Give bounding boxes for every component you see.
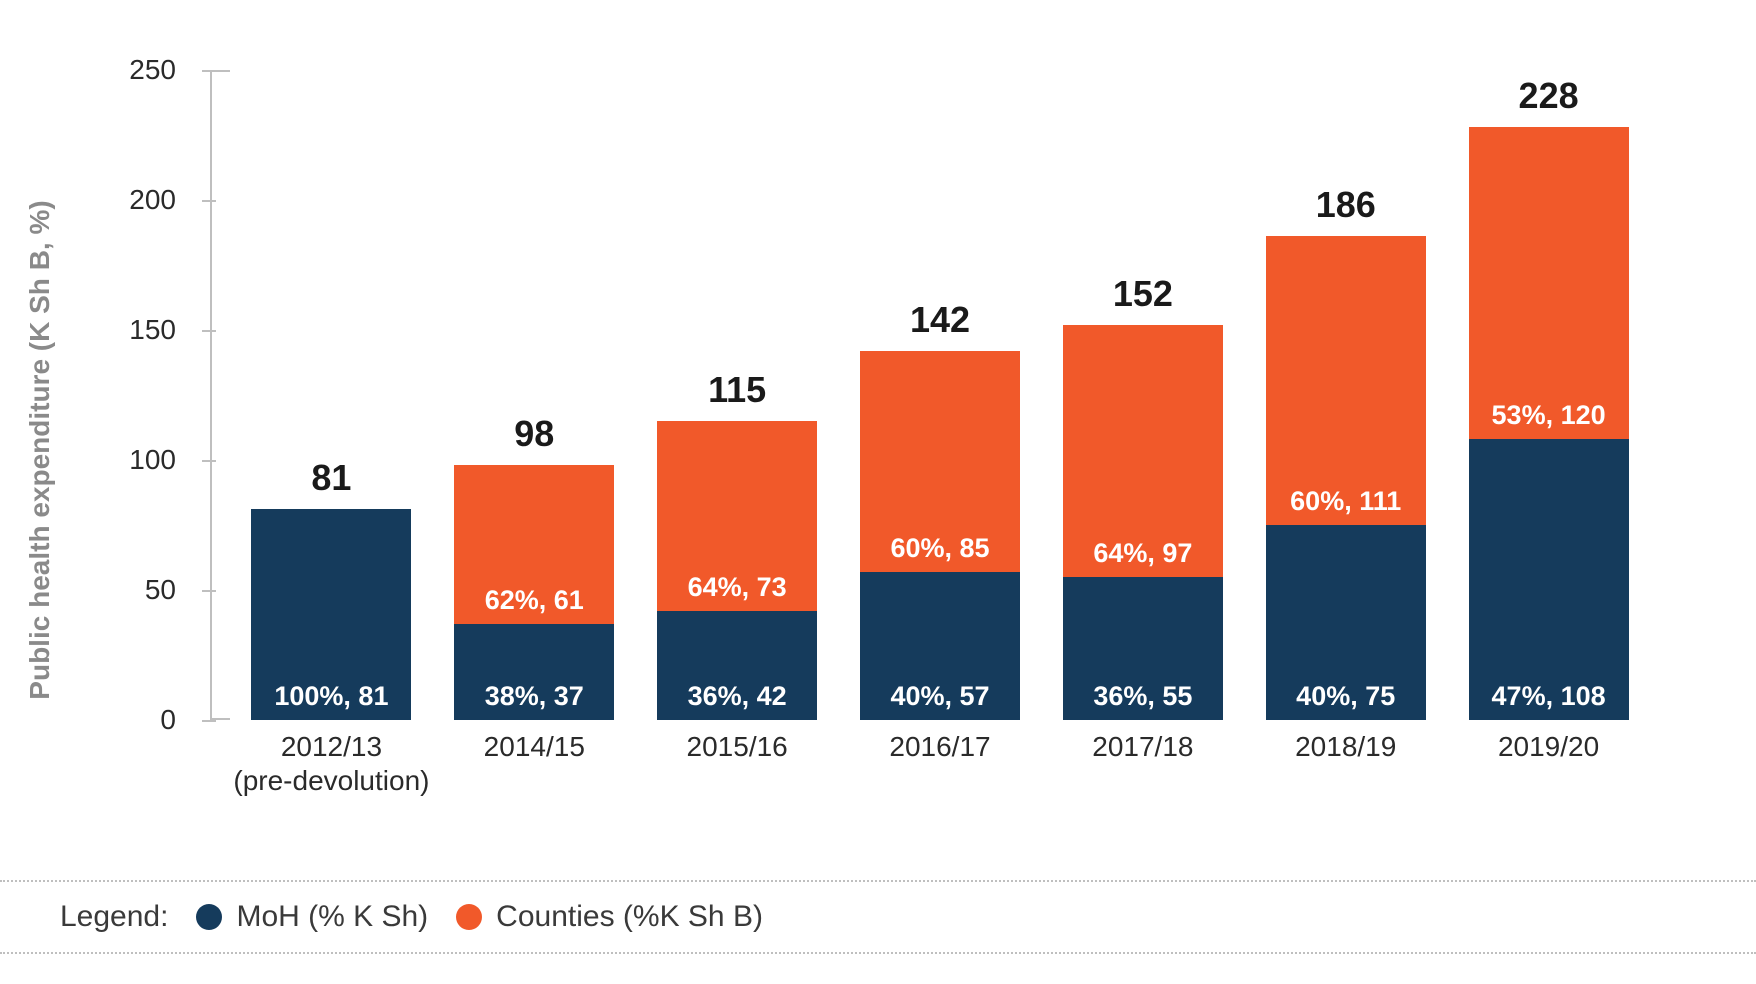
bar-segment-label: 53%, 120 [1488,394,1610,439]
bar-total-label: 186 [1316,184,1376,226]
bar-segment-label: 62%, 61 [481,579,588,624]
y-tick-label: 0 [160,704,176,736]
legend-prefix: Legend: [60,900,168,934]
bar-stack: 53%, 120 47%, 108 [1469,127,1629,720]
bar-total-label: 152 [1113,273,1173,315]
bar-stack: 100%, 81 [251,509,411,720]
bar-stack: 64%, 97 36%, 55 [1063,325,1223,720]
bar-segment-moh: 36%, 42 [657,611,817,720]
bar-group: 186 60%, 111 40%, 75 [1244,184,1447,720]
x-axis-label: 2017/18 [1041,730,1244,797]
y-tick [202,720,216,722]
x-axis-label: 2012/13(pre-devolution) [230,730,433,797]
bar-segment-label: 36%, 42 [684,675,791,720]
y-tick-label: 100 [129,444,176,476]
bar-total-label: 228 [1519,75,1579,117]
x-axis-label: 2014/15 [433,730,636,797]
x-axis-label: 2018/19 [1244,730,1447,797]
bar-group: 115 64%, 73 36%, 42 [636,369,839,720]
legend-label-counties: Counties (%K Sh B) [496,900,763,934]
legend-swatch-moh [196,904,222,930]
bar-segment-counties: 60%, 111 [1266,236,1426,525]
bar-segment-moh: 40%, 57 [860,572,1020,720]
bar-segment-label: 36%, 55 [1089,675,1196,720]
bar-segment-counties: 64%, 73 [657,421,817,611]
bar-segment-moh: 40%, 75 [1266,525,1426,720]
bar-total-label: 142 [910,299,970,341]
x-axis-label: 2019/20 [1447,730,1650,797]
bar-segment-label: 60%, 111 [1286,480,1405,525]
bar-segment-moh: 47%, 108 [1469,439,1629,720]
bar-group: 228 53%, 120 47%, 108 [1447,75,1650,720]
bar-total-label: 81 [311,457,351,499]
chart-container: Public health expenditure (K Sh B, %) 05… [60,70,1700,830]
y-tick-label: 200 [129,184,176,216]
bar-segment-counties: 60%, 85 [860,351,1020,572]
bar-segment-label: 64%, 97 [1089,532,1196,577]
y-tick-label: 50 [145,574,176,606]
bar-total-label: 98 [514,413,554,455]
bar-segment-moh: 100%, 81 [251,509,411,720]
bar-stack: 62%, 61 38%, 37 [454,465,614,720]
y-tick-label: 150 [129,314,176,346]
bar-segment-counties: 62%, 61 [454,465,614,624]
y-tick-label: 250 [129,54,176,86]
bar-segment-counties: 64%, 97 [1063,325,1223,577]
bar-group: 98 62%, 61 38%, 37 [433,413,636,720]
bar-total-label: 115 [708,369,766,411]
bar-segment-label: 40%, 57 [886,675,993,720]
plot-area: 050100150200250 81100%, 819862%, 6138%, … [200,70,1680,720]
legend-item-counties: Counties (%K Sh B) [456,900,763,934]
x-axis-label: 2016/17 [839,730,1042,797]
legend-swatch-counties [456,904,482,930]
bar-stack: 60%, 111 40%, 75 [1266,236,1426,720]
x-axis-label: 2015/16 [636,730,839,797]
legend-item-moh: MoH (% K Sh) [196,900,428,934]
bar-segment-label: 64%, 73 [684,566,791,611]
bar-group: 152 64%, 97 36%, 55 [1041,273,1244,720]
bar-group: 81 100%, 81 [230,457,433,720]
legend: Legend: MoH (% K Sh) Counties (%K Sh B) [0,880,1756,954]
bar-segment-label: 100%, 81 [270,675,392,720]
bar-segment-moh: 38%, 37 [454,624,614,720]
bar-segment-label: 38%, 37 [481,675,588,720]
bar-segment-counties: 53%, 120 [1469,127,1629,439]
bar-segment-label: 47%, 108 [1488,675,1610,720]
bar-group: 142 60%, 85 40%, 57 [839,299,1042,720]
legend-label-moh: MoH (% K Sh) [236,900,428,934]
bar-stack: 64%, 73 36%, 42 [657,421,817,720]
bar-segment-moh: 36%, 55 [1063,577,1223,720]
bar-stack: 60%, 85 40%, 57 [860,351,1020,720]
bar-segment-label: 40%, 75 [1292,675,1399,720]
bar-segment-label: 60%, 85 [886,527,993,572]
y-axis-title: Public health expenditure (K Sh B, %) [24,200,56,699]
